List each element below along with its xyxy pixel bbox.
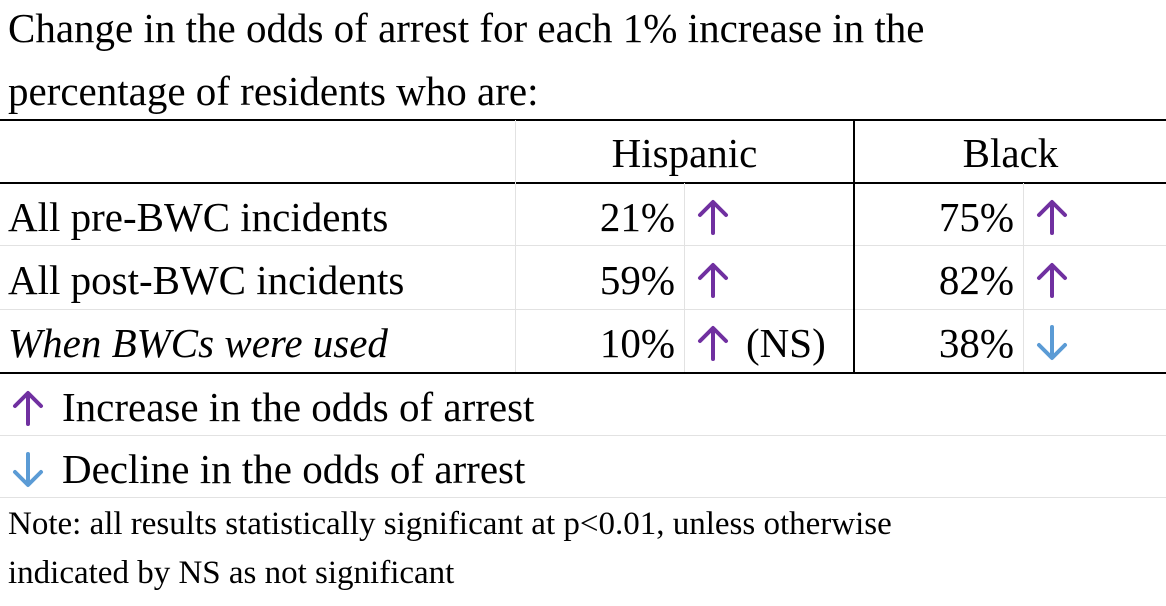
value-black-post-bwc: 82% xyxy=(938,257,1014,303)
chart-title-line-1: Change in the odds of arrest for each 1%… xyxy=(8,5,925,51)
ns-annotation: (NS) xyxy=(746,320,826,366)
note-divider xyxy=(0,497,1166,498)
hispanic-increase-arrow-icon xyxy=(698,263,728,298)
chart-title-line-2: percentage of residents who are: xyxy=(8,68,539,114)
table-header-border xyxy=(0,182,1166,184)
legend-increase-arrow-icon xyxy=(13,391,43,426)
value-hispanic-post-bwc: 59% xyxy=(599,257,675,303)
value-hispanic-pre-bwc: 21% xyxy=(599,194,675,240)
hispanic-increase-arrow-icon xyxy=(698,200,728,235)
legend-divider xyxy=(0,435,1166,436)
black-increase-arrow-icon xyxy=(1037,200,1067,235)
row-divider-1 xyxy=(0,245,1166,246)
column-header-hispanic: Hispanic xyxy=(611,130,758,176)
col-divider-black-arrow xyxy=(1023,183,1024,372)
hispanic-increase-arrow-icon xyxy=(698,326,728,361)
footnote-line-1: Note: all results statistically signific… xyxy=(8,506,892,542)
black-increase-arrow-icon xyxy=(1037,263,1067,298)
black-decline-arrow-icon xyxy=(1037,325,1067,360)
legend-increase-label: Increase in the odds of arrest xyxy=(62,384,535,430)
table-top-border xyxy=(0,119,1166,121)
col-divider-groups xyxy=(853,120,855,372)
table-bottom-border xyxy=(0,372,1166,374)
row-label-post-bwc: All post-BWC incidents xyxy=(8,257,405,303)
col-divider-hispanic-arrow xyxy=(684,183,685,372)
row-label-bwc-used: When BWCs were used xyxy=(8,320,388,366)
col-divider-label xyxy=(515,120,516,372)
footnote-line-2: indicated by NS as not significant xyxy=(8,555,455,591)
value-black-bwc-used: 38% xyxy=(938,320,1014,366)
legend-decline-label: Decline in the odds of arrest xyxy=(62,446,526,492)
legend-decline-arrow-icon xyxy=(13,452,43,487)
row-divider-2 xyxy=(0,309,1166,310)
value-hispanic-bwc-used: 10% xyxy=(599,320,675,366)
row-label-pre-bwc: All pre-BWC incidents xyxy=(8,194,389,240)
column-header-black: Black xyxy=(962,130,1059,176)
value-black-pre-bwc: 75% xyxy=(938,194,1014,240)
